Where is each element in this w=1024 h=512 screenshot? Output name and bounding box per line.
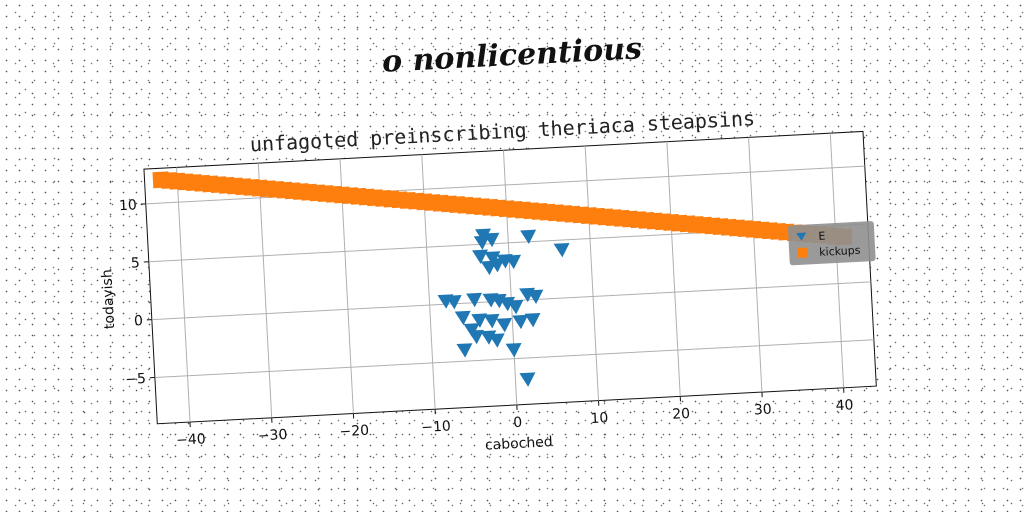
series-e-point [505,254,522,270]
legend: E kickups [787,221,876,266]
y-tick-label: 5 [131,255,141,271]
series-e-point [454,310,471,326]
y-axis-label: todayish [99,269,118,330]
series-e-point [512,314,529,330]
x-tick-label: −10 [421,418,451,436]
series-e-point [463,323,480,338]
series-e-point [520,229,537,245]
series-e-point [480,330,497,345]
x-tick-label: −40 [176,431,206,449]
x-tick-label: 20 [672,406,691,423]
series-e-point [527,289,544,304]
y-axis-ticks: −5 0 5 10 [119,197,155,388]
x-tick-label: 40 [835,397,854,414]
series-e-point [466,292,483,308]
series-e-point [484,251,501,266]
y-tick-label: 10 [119,197,138,214]
x-tick-label: −30 [257,427,287,445]
series-e-point [553,242,570,258]
x-tick-label: 30 [754,402,773,419]
y-grid-line [145,165,865,205]
x-grid-line [502,150,518,405]
x-axis-ticks: −40 −30 −20 −10 0 10 20 30 40 [176,387,854,449]
series-e-point [483,313,500,329]
series-e-point [519,372,536,387]
series-e-point [488,333,505,348]
series-e-point [499,296,516,312]
series-e-point [445,295,462,310]
legend-marker-kickups [796,247,808,259]
series-e-point [475,228,491,243]
x-axis-label: caboched [485,434,554,454]
series-e-point [472,249,488,264]
series-e-point [490,293,507,309]
series-e-point [505,342,522,358]
legend-marker-e [796,232,807,241]
x-tick-label: −20 [339,423,369,441]
x-tick-label: 0 [513,415,523,431]
legend-label-kickups: kickups [819,244,861,259]
series-e-point [456,343,473,358]
series-e-point [507,299,524,315]
series-e-point [473,235,490,250]
series-e-point [480,260,497,276]
series-e-point [468,329,485,345]
y-tick-label: 0 [134,313,144,329]
x-grid-line [666,141,681,397]
x-grid-line [257,163,273,418]
x-tick-label: 10 [590,410,609,427]
legend-label-e: E [818,230,826,243]
series-e-marks [437,228,570,387]
legend-box [787,221,876,266]
series-e-point [496,317,513,333]
series-e-point [471,313,488,328]
x-grid-line [748,137,763,393]
x-grid-line [584,145,600,401]
series-e-point [524,312,541,328]
y-grid-line [154,339,874,378]
y-tick-label: −5 [125,371,146,388]
x-grid-line [176,167,191,423]
